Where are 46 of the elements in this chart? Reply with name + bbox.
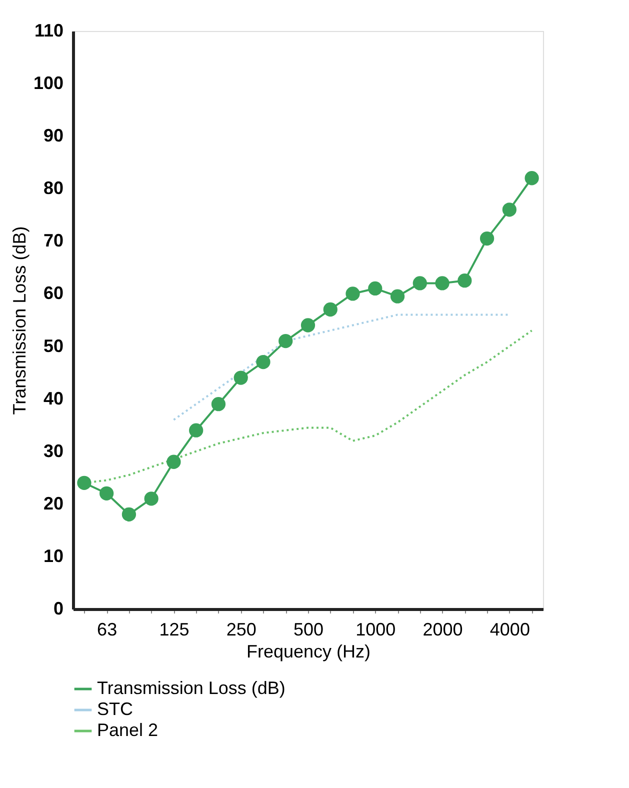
y-tick-label: 60 (43, 283, 64, 304)
y-tick-label: 20 (43, 493, 64, 514)
y-tick-label: 100 (33, 73, 64, 94)
y-tick-label: 50 (43, 336, 64, 356)
x-tick-label: 2000 (422, 620, 463, 640)
point (234, 370, 248, 385)
point (502, 202, 516, 217)
point (346, 286, 360, 301)
point (300, 318, 316, 332)
line-series (172, 314, 510, 421)
x-tick-label: 125 (159, 620, 190, 640)
y-tick-label: 90 (43, 126, 64, 146)
legend-label: Transmission Loss (dB) (97, 678, 286, 698)
x-tick-label: 4000 (490, 620, 530, 640)
y-tick-label: 70 (43, 230, 64, 251)
point (390, 289, 405, 304)
point (144, 492, 158, 506)
point (368, 281, 382, 296)
x-tick-label: 500 (293, 620, 324, 640)
point (189, 423, 204, 438)
point (524, 171, 539, 186)
y-axis-title: Transmission Loss (dB) (9, 226, 30, 415)
point (211, 397, 226, 412)
x-tick-label: 250 (226, 620, 256, 640)
x-axis-title: Frequency (Hz) (246, 642, 371, 662)
point (122, 507, 136, 522)
legend-label: Panel 2 (97, 720, 158, 740)
legend-label: STC (97, 699, 133, 719)
point (435, 276, 450, 290)
point (256, 354, 270, 370)
y-tick-label: 30 (43, 440, 64, 461)
point (77, 476, 92, 490)
y-tick-label: 0 (53, 598, 64, 618)
point (412, 276, 427, 290)
point (480, 232, 494, 246)
point (458, 274, 472, 288)
x-tick-label: 1000 (356, 620, 396, 640)
point (323, 302, 338, 317)
point (278, 334, 293, 348)
x-tick-label: 63 (97, 620, 118, 640)
y-tick-label: 40 (43, 388, 64, 408)
point (100, 486, 114, 500)
y-tick-label: 110 (34, 20, 64, 40)
y-tick-label: 10 (43, 546, 64, 566)
y-tick-label: 80 (43, 178, 64, 198)
point (166, 454, 181, 469)
